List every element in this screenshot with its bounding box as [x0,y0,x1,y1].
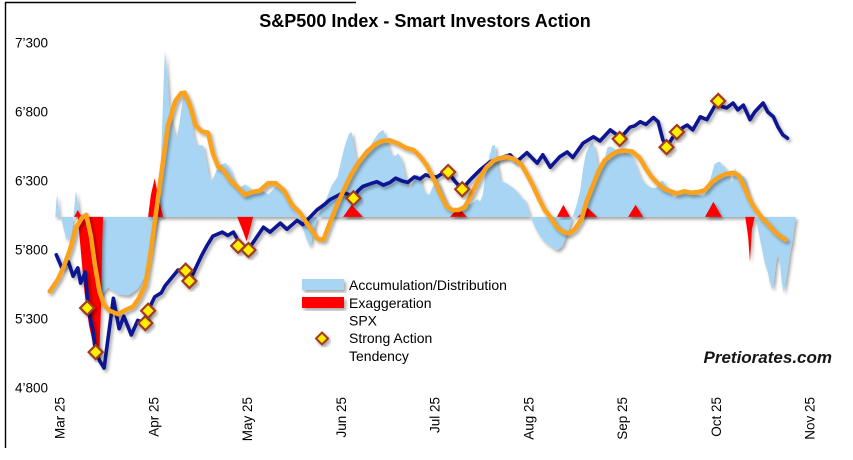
x-axis-tick-label: Jul 25 [428,397,443,433]
exaggeration-area [237,216,254,242]
chart-title: S&P500 Index - Smart Investors Action [259,11,590,31]
strong-action-marker [139,302,157,320]
x-axis-tick-label: Sep 25 [615,397,630,440]
strong-action-marker [344,189,362,207]
legend-label-accumulation: Accumulation/Distribution [349,277,507,293]
x-axis-tick-label: Jun 25 [334,397,349,438]
strong-action-marker [239,241,257,259]
legend-label-spx: SPX [349,313,378,329]
legend-label-exaggeration: Exaggeration [349,295,432,311]
legend-item-spx: SPX [302,313,378,329]
exaggeration-area [343,204,363,217]
strong-action-marker [668,123,686,141]
x-axis-tick-label: Nov 25 [803,397,818,440]
exaggeration-area [556,204,570,217]
x-axis-tick-label: Oct 25 [709,397,724,437]
exaggeration-area [450,207,467,217]
y-axis-tick-label: 6’800 [15,105,48,120]
strong-action-marker [87,343,105,361]
legend: Accumulation/Distribution Exaggeration S… [302,277,507,364]
y-axis-tick-label: 7’300 [15,36,48,51]
strong-action-marker [78,299,96,317]
strong-action-marker [658,138,676,156]
x-axis-tick-label: Aug 25 [521,397,536,440]
strong-action-marker [611,130,629,148]
exaggeration-area [74,210,82,217]
strong-action-marker [453,180,471,198]
exaggeration-area [705,201,722,217]
tendency-line [47,90,788,317]
exaggeration-area [628,204,644,217]
accumulation-swatch [302,279,344,290]
y-axis: 7’300 6’800 6’300 5’800 5’300 4’800 [15,36,48,396]
legend-item-tendency: Tendency [302,348,409,364]
exaggeration-area [148,178,164,217]
x-axis: Mar 25 Apr 25 May 25 Jun 25 Jul 25 Aug 25 Sep … [53,397,818,441]
y-axis-tick-label: 6’300 [15,174,48,189]
x-axis-tick-label: May 25 [240,397,255,441]
legend-label-tendency: Tendency [349,348,409,364]
exaggeration-area [77,216,104,357]
y-axis-tick-label: 5’800 [15,243,48,258]
legend-label-strong-action: Strong Action [349,330,432,346]
exaggeration-area [745,216,755,263]
x-axis-tick-label: Apr 25 [146,397,161,437]
x-axis-tick-label: Mar 25 [53,397,68,439]
legend-item-accumulation: Accumulation/Distribution [302,277,507,293]
watermark: Pretiorates.com [704,348,833,367]
y-axis-tick-label: 4’800 [15,381,48,396]
exaggeration-swatch [302,297,344,308]
accumulation-area [55,50,796,300]
legend-item-strong-action: Strong Action [314,330,432,346]
strong-action-marker [709,92,727,110]
plot-area [47,50,796,370]
strong-action-marker [136,314,154,332]
strong-action-marker [180,272,198,290]
y-axis-tick-label: 5’300 [15,312,48,327]
strong-action-marker [439,163,457,181]
legend-item-exaggeration: Exaggeration [302,295,432,311]
strong-action-diamond-swatch [314,331,330,346]
